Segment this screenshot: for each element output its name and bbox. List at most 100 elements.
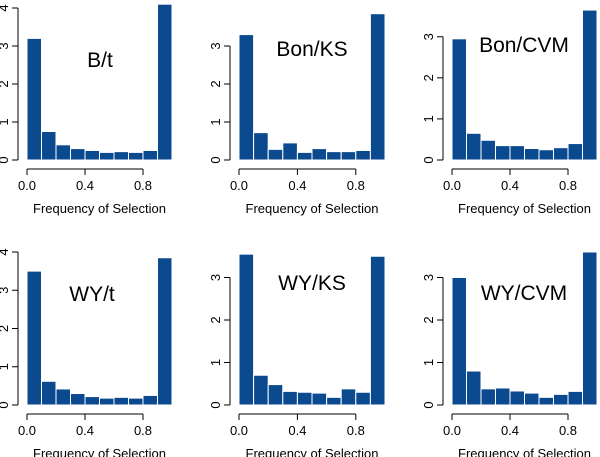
histogram-bar — [296, 151, 313, 161]
histogram-bar — [311, 392, 328, 406]
histogram-bar — [567, 143, 583, 161]
panel-title: B/t — [87, 49, 113, 72]
histogram-bar — [553, 147, 569, 161]
y-tick-label: 1 — [208, 118, 223, 125]
y-tick-label: 3 — [0, 42, 11, 49]
y-tick-label: 2 — [0, 325, 11, 332]
histogram-bar — [238, 253, 255, 406]
x-tick-label: 0.4 — [501, 178, 519, 193]
panel-title: Bon/CVM — [479, 34, 569, 57]
panel-3: 0 1 2 3 4 0.0 0.4 0.8 Frequency of Selection WY/t — [0, 248, 173, 457]
y-tick-label: 0 — [421, 401, 436, 408]
y-tick-label: 1 — [421, 359, 436, 366]
panel-4: 0 1 2 3 0.0 0.4 0.8 Frequency of Selection WY/KS — [208, 253, 386, 457]
histogram-bar — [70, 393, 86, 406]
panel-2: 0 1 2 3 0.0 0.4 0.8 Frequency of Selection Bon/C… — [421, 9, 598, 216]
histogram-bar — [480, 388, 496, 406]
y-tick-label: 0 — [0, 401, 11, 408]
histogram-bar — [340, 388, 357, 406]
histogram-bar — [340, 151, 357, 161]
x-tick-label: 0.0 — [443, 423, 461, 438]
x-tick-label: 0.8 — [347, 178, 365, 193]
y-tick-label: 2 — [0, 80, 11, 87]
x-tick-label: 0.4 — [76, 178, 94, 193]
histogram-bar — [113, 396, 129, 406]
y-tick-label: 4 — [0, 248, 11, 255]
histogram-bar — [282, 390, 298, 406]
x-tick-label: 0.4 — [288, 178, 306, 193]
histogram-bar — [26, 37, 42, 161]
y-tick-label: 2 — [421, 316, 436, 323]
histogram-bar — [509, 145, 525, 161]
y-tick-label: 1 — [0, 118, 11, 125]
x-tick-label: 0.4 — [288, 423, 306, 438]
panel-title: WY/CVM — [481, 282, 567, 305]
x-tick-label: 0.4 — [76, 423, 94, 438]
histogram-bar — [451, 38, 467, 161]
histogram-bar — [495, 145, 511, 161]
panel-5: 0 1 2 3 0.0 0.4 0.8 Frequency of Selection WY/CV… — [421, 251, 598, 457]
histogram-bar — [509, 390, 525, 406]
y-tick-label: 4 — [0, 4, 11, 11]
x-tick-label: 0.8 — [559, 178, 577, 193]
y-tick-label: 0 — [208, 156, 223, 163]
panel-1: 0 1 2 3 0.0 0.4 0.8 Frequency of Selection Bon/K… — [208, 13, 386, 216]
panel-title: WY/t — [69, 283, 115, 306]
histogram-bar — [99, 151, 115, 161]
histogram-bar — [282, 142, 298, 161]
histogram-bar — [311, 148, 328, 161]
panel-title: Bon/KS — [276, 38, 347, 61]
histogram-bar — [524, 148, 540, 161]
y-tick-label: 3 — [208, 42, 223, 49]
histogram-bar — [538, 149, 554, 161]
x-tick-label: 0.8 — [347, 423, 365, 438]
y-tick-label: 0 — [0, 156, 11, 163]
histogram-bar — [113, 151, 129, 161]
histogram-bar — [157, 3, 173, 161]
histogram-bar — [582, 251, 598, 406]
x-tick-label: 0.8 — [134, 178, 152, 193]
histogram-bar — [238, 34, 255, 161]
x-axis-label: Frequency of Selection — [458, 201, 591, 216]
histogram-bar — [253, 132, 269, 161]
y-tick-label: 2 — [208, 80, 223, 87]
histogram-bar — [142, 394, 158, 406]
histogram-bar — [355, 150, 371, 161]
histogram-bar — [326, 396, 342, 406]
x-tick-label: 0.0 — [18, 423, 36, 438]
histogram-bar — [451, 277, 467, 406]
histogram-bar — [369, 255, 386, 406]
histogram-bar — [267, 148, 284, 161]
x-axis-label: Frequency of Selection — [246, 446, 379, 457]
y-tick-label: 2 — [421, 74, 436, 81]
histogram-bar — [466, 132, 482, 161]
y-tick-label: 1 — [208, 359, 223, 366]
y-tick-label: 1 — [421, 115, 436, 122]
histogram-bar — [41, 380, 57, 406]
y-tick-label: 1 — [0, 363, 11, 370]
histogram-bar — [84, 150, 100, 161]
histogram-bar — [70, 148, 86, 161]
y-tick-label: 3 — [421, 33, 436, 40]
x-tick-label: 0.0 — [230, 423, 248, 438]
x-tick-label: 0.8 — [134, 423, 152, 438]
y-tick-label: 3 — [421, 274, 436, 281]
histogram-bar — [296, 391, 313, 406]
histogram-bar — [84, 396, 100, 406]
histogram-bar — [267, 384, 284, 406]
histogram-bar — [466, 370, 482, 406]
panel-title: WY/KS — [278, 272, 346, 295]
x-tick-label: 0.0 — [443, 178, 461, 193]
y-tick-label: 3 — [208, 274, 223, 281]
histogram-bar — [55, 388, 71, 406]
y-tick-label: 2 — [208, 316, 223, 323]
histogram-bar — [524, 392, 540, 406]
histogram-bar — [369, 13, 386, 161]
histogram-bar — [553, 393, 569, 406]
histogram-bar — [538, 396, 554, 406]
histogram-bar — [567, 390, 583, 406]
x-tick-label: 0.0 — [18, 178, 36, 193]
histogram-bar — [99, 397, 115, 406]
histogram-bar — [326, 151, 342, 161]
